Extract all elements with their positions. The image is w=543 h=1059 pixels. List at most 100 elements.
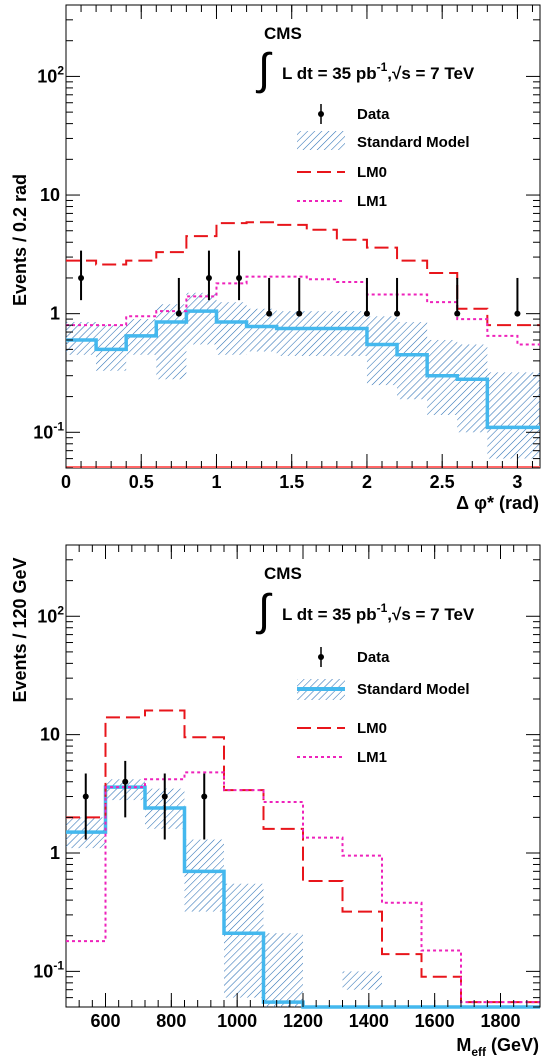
y-tick-base: 10 xyxy=(37,606,57,626)
y-tick-label: 10 xyxy=(40,725,60,745)
legend-lm1-label-top: LM1 xyxy=(357,193,387,210)
x-tick-label: 2.5 xyxy=(430,472,455,492)
y-tick-label: 1 xyxy=(50,304,60,324)
cms-label-bottom: CMS xyxy=(264,564,302,583)
y-tick-base: 10 xyxy=(33,961,53,981)
x-tick-label: 1 xyxy=(211,472,221,492)
data-point xyxy=(394,310,401,317)
sm-uncertainty-band xyxy=(184,839,224,912)
x-tick-label: 2 xyxy=(362,472,372,492)
sm-uncertainty-band xyxy=(156,304,187,380)
x-tick-label: 1600 xyxy=(415,1011,455,1031)
y-tick-label: 10-1 xyxy=(33,958,64,981)
data-point xyxy=(122,778,129,785)
lumi-text-bottom: L dt = 35 pb xyxy=(282,605,377,624)
data-point xyxy=(266,310,273,317)
data-point xyxy=(78,274,85,281)
sm-uncertainty-band xyxy=(457,344,488,433)
x-tick-label: 1200 xyxy=(283,1011,323,1031)
x-tick-label: 1.5 xyxy=(279,472,304,492)
lumi-label-top: L dt = 35 pb-1,√s = 7 TeV xyxy=(282,60,475,83)
x-tick-label: 1400 xyxy=(349,1011,389,1031)
sm-uncertainty-band xyxy=(306,311,337,356)
x-axis-title-bottom: Meff (GeV) xyxy=(456,1035,539,1059)
legend-data-label-top: Data xyxy=(357,106,390,123)
sm-uncertainty-band xyxy=(487,372,518,459)
sm-uncertainty-band xyxy=(517,372,540,459)
sm-uncertainty-band xyxy=(366,316,398,386)
y-axis-title-top: Events / 0.2 rad xyxy=(10,174,30,306)
legend-data-label-bottom: Data xyxy=(357,649,390,666)
sm-uncertainty-band xyxy=(263,933,303,1007)
lumi-sup-bottom: -1 xyxy=(377,601,388,615)
lumi-sup-top: -1 xyxy=(377,60,388,74)
y-tick-exponent: -1 xyxy=(53,419,64,433)
y-axis-title-bottom: Events / 120 GeV xyxy=(10,557,30,702)
legend-data-marker-bottom xyxy=(318,654,324,660)
lm1-histogram-line xyxy=(66,275,540,346)
legend-lm0-label-bottom: LM0 xyxy=(357,720,387,737)
y-tick-label: 10-1 xyxy=(33,419,64,442)
x-tick-label: 0 xyxy=(61,472,71,492)
sm-uncertainty-band xyxy=(186,292,217,345)
legend-data-marker-top xyxy=(318,111,324,117)
legend-bottom: Data Standard Model LM0 LM1 xyxy=(297,647,470,766)
x-tick-label: 3 xyxy=(512,472,522,492)
marks-top xyxy=(66,221,540,468)
sm-uncertainty-band xyxy=(342,971,382,990)
y-tick-exponent: 2 xyxy=(57,603,64,617)
y-tick-label: 102 xyxy=(37,63,64,86)
x-axis-title-top: Δ φ* (rad) xyxy=(456,493,539,513)
lm0-histogram-line xyxy=(66,221,540,327)
y-tick-label: 1 xyxy=(50,843,60,863)
x-axis-title-bottom-sub: eff xyxy=(471,1045,487,1059)
lumi-label-bottom: L dt = 35 pb-1,√s = 7 TeV xyxy=(282,601,475,624)
data-point xyxy=(454,310,461,317)
data-point xyxy=(296,310,303,317)
x-tick-label: 800 xyxy=(156,1011,186,1031)
sm-uncertainty-band xyxy=(276,311,307,356)
sm-uncertainty-band xyxy=(336,311,367,356)
y-tick-base: 10 xyxy=(37,66,57,86)
sm-uncertainty-band xyxy=(246,308,277,352)
x-tick-label: 600 xyxy=(90,1011,120,1031)
lm1-histogram-line xyxy=(66,771,540,1004)
sm-histogram-line xyxy=(66,309,540,430)
data-point xyxy=(82,793,89,800)
y-tick-base: 10 xyxy=(33,422,53,442)
lumi-sqrt-top: ,√s = 7 TeV xyxy=(387,64,475,83)
sm-uncertainty-band xyxy=(397,322,428,400)
sm-uncertainty-band xyxy=(427,339,458,415)
legend-lm0-label-top: LM0 xyxy=(357,164,387,181)
lumi-integral-bottom: ∫ xyxy=(255,586,273,635)
legend-top: Data Standard Model LM0 LM1 xyxy=(297,104,470,210)
legend-sm-label-top: Standard Model xyxy=(357,134,470,151)
sm-uncertainty-band xyxy=(216,302,247,355)
y-tick-exponent: 2 xyxy=(57,63,64,77)
x-tick-label: 1000 xyxy=(217,1011,257,1031)
cms-label-top: CMS xyxy=(264,24,302,43)
legend-lm1-label-bottom: LM1 xyxy=(357,749,387,766)
data-point xyxy=(161,793,168,800)
data-point xyxy=(201,793,208,800)
x-tick-label: 0.5 xyxy=(129,472,154,492)
x-axis-title-bottom-main: M xyxy=(456,1035,471,1055)
data-point xyxy=(175,310,182,317)
lumi-text-top: L dt = 35 pb xyxy=(282,64,377,83)
sm-uncertainty-band xyxy=(224,883,264,998)
lumi-integral-top: ∫ xyxy=(255,45,273,94)
data-point xyxy=(205,274,212,281)
marks-bottom xyxy=(66,709,540,1009)
legend-sm-swatch-top xyxy=(297,131,345,150)
x-tick-label: 1800 xyxy=(480,1011,520,1031)
data-point xyxy=(514,310,521,317)
lumi-sqrt-bottom: ,√s = 7 TeV xyxy=(387,605,475,624)
legend-sm-label-bottom: Standard Model xyxy=(357,681,470,698)
y-tick-label: 10 xyxy=(40,185,60,205)
data-point xyxy=(363,310,370,317)
y-tick-label: 102 xyxy=(37,603,64,626)
